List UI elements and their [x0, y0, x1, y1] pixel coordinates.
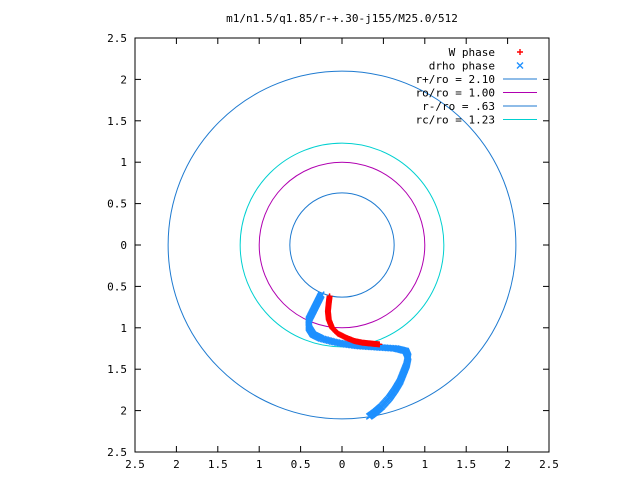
- series-layer: [305, 291, 412, 420]
- x-tick-label: 1: [421, 458, 428, 471]
- legend-label: rc/ro = 1.23: [416, 114, 495, 127]
- x-tick-label: 0.5: [373, 458, 393, 471]
- legend-label: ro/ro = 1.00: [416, 87, 495, 100]
- ticks-layer: 2.5 2 1.5 1 0.5 0 0.5 1 1.5 2 2.52.521.510.500.511…: [107, 32, 559, 471]
- y-tick-label: 2: [120, 405, 127, 418]
- circle-rro: [167, 70, 517, 420]
- x-tick-label: 0.5: [291, 458, 311, 471]
- y-tick-label: 1.5: [107, 363, 127, 376]
- legend-label: r+/ro = 2.10: [416, 73, 495, 86]
- circle-roro: [258, 161, 426, 329]
- legend-label: W phase: [449, 46, 495, 59]
- x-tick-label: 2: [504, 458, 511, 471]
- legend-label: drho phase: [429, 60, 495, 73]
- circle-rcro: [239, 142, 445, 348]
- y-tick-label: 1: [120, 156, 127, 169]
- y-tick-label: 1: [120, 322, 127, 335]
- y-tick-label: 0.5: [107, 280, 127, 293]
- x-tick-label: 0: [339, 458, 346, 471]
- point-cross: [365, 412, 373, 420]
- y-tick-label: 0: [120, 239, 127, 252]
- y-tick-label: 2.5: [107, 446, 127, 459]
- circle-rro: [289, 192, 395, 298]
- x-tick-label: 1.5: [208, 458, 228, 471]
- legend-marker-sample: [516, 62, 524, 69]
- y-tick-label: 0.5: [107, 198, 127, 211]
- x-tick-label: 2: [173, 458, 180, 471]
- x-tick-label: 2.5: [125, 458, 145, 471]
- y-tick-label: 2.5: [107, 32, 127, 45]
- x-tick-label: 2.5: [539, 458, 559, 471]
- y-tick-label: 2: [120, 73, 127, 86]
- legend-marker-sample: [517, 49, 523, 55]
- x-tick-label: 1.5: [456, 458, 476, 471]
- y-tick-label: 1.5: [107, 115, 127, 128]
- legend-label: r-/ro = .63: [422, 100, 495, 113]
- chart-title: m1/n1.5/q1.85/r-+.30-j155/M25.0/512: [226, 12, 458, 25]
- point-plus: [376, 341, 383, 348]
- x-tick-label: 1: [256, 458, 263, 471]
